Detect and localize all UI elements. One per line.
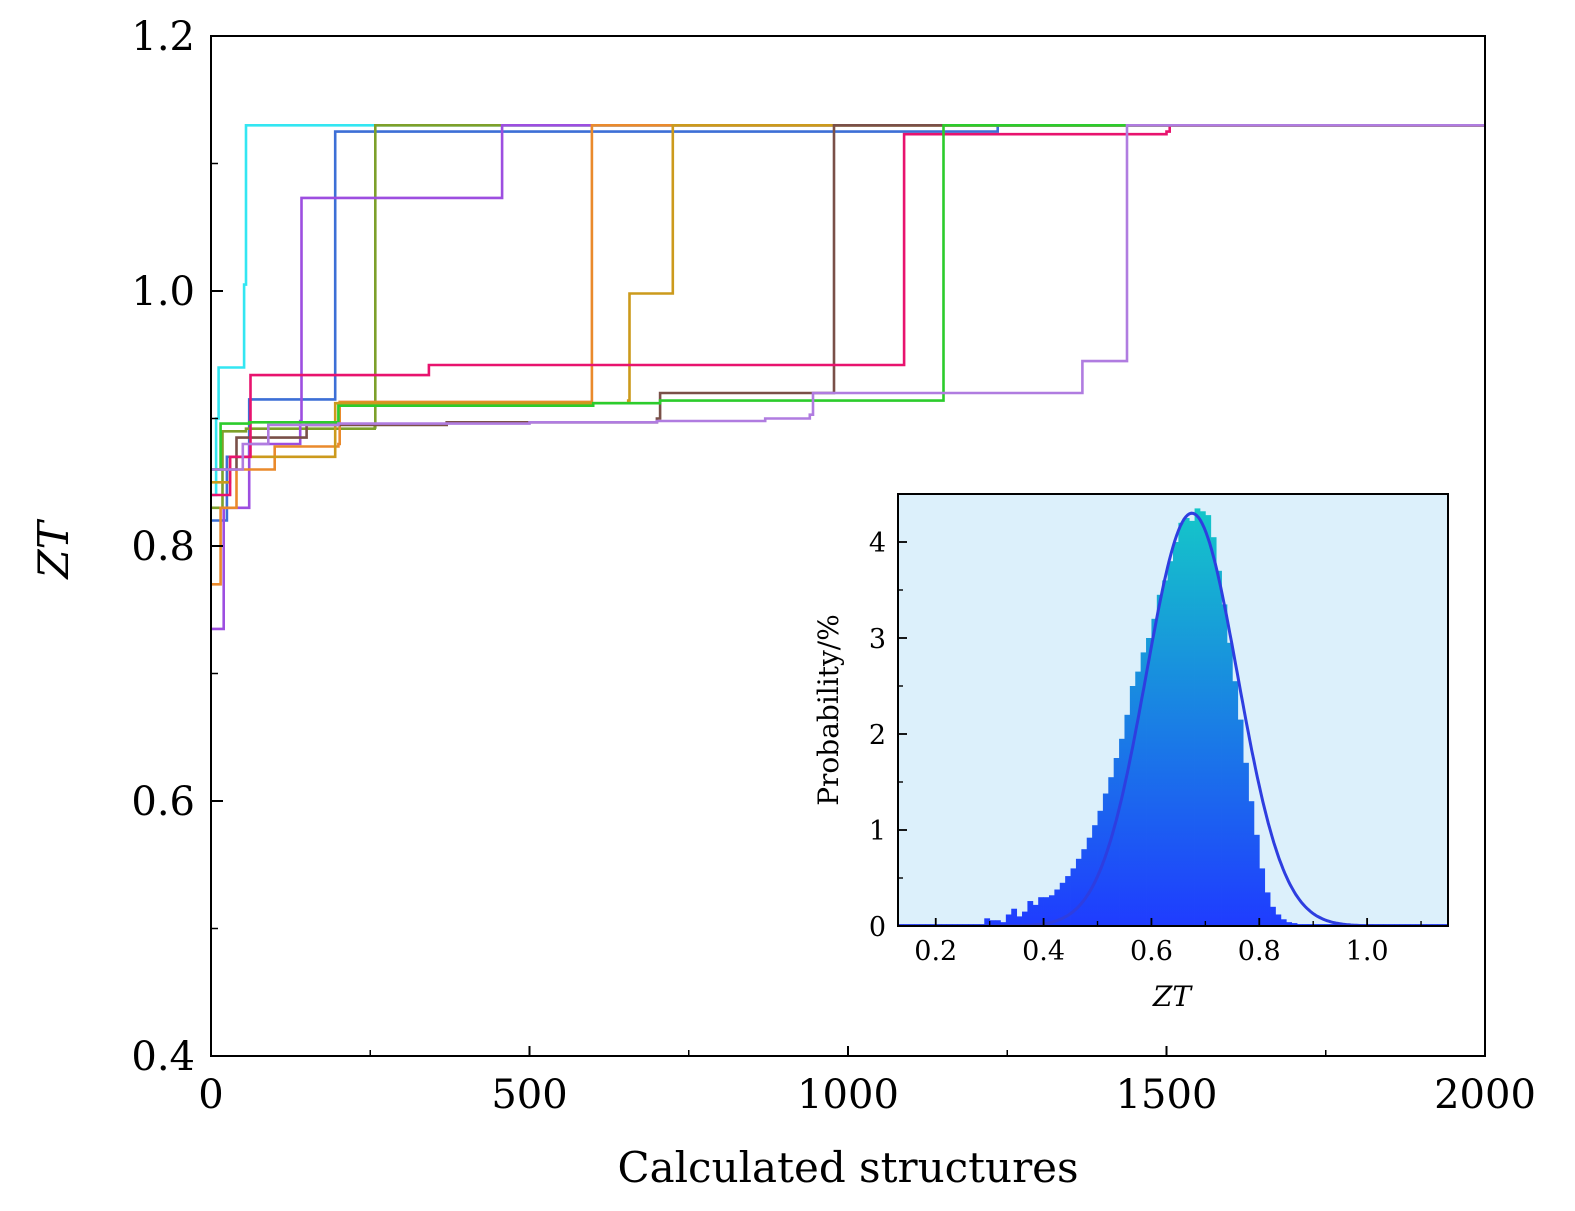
- x-tick-label: 0: [198, 1072, 223, 1118]
- histogram-bar: [1248, 801, 1255, 926]
- series-line-10: [211, 124, 1485, 471]
- series-line-6: [211, 124, 1485, 484]
- inset-y-tick-label: 1: [869, 816, 886, 847]
- histogram-bar: [1151, 618, 1158, 926]
- histogram-bar: [1167, 561, 1174, 926]
- histogram-bar: [1070, 868, 1077, 926]
- x-tick-label: 500: [491, 1072, 567, 1118]
- histogram-bar: [1178, 522, 1185, 926]
- inset-y-tick-label: 0: [869, 912, 886, 943]
- histogram-bar: [1124, 714, 1131, 926]
- inset-x-tick-label: 1.0: [1346, 936, 1389, 967]
- histogram-bar: [1065, 876, 1071, 926]
- histogram-bar: [1275, 914, 1282, 926]
- histogram-bar: [1291, 923, 1298, 926]
- histogram-bar: [1221, 604, 1228, 926]
- histogram-bar: [1264, 892, 1271, 926]
- series-line-3: [211, 124, 1485, 510]
- histogram-bar: [1183, 518, 1190, 926]
- histogram-bar: [1032, 904, 1039, 926]
- histogram-bar: [1205, 515, 1212, 926]
- histogram-bar: [1237, 719, 1244, 926]
- histogram-bar: [995, 920, 1001, 926]
- histogram-bar: [1280, 919, 1287, 926]
- histogram-bar: [1059, 882, 1066, 926]
- y-tick-label: 0.4: [131, 1034, 195, 1080]
- histogram-bar: [1226, 642, 1233, 926]
- histogram-bar: [989, 920, 996, 926]
- main-series-group: [211, 124, 1485, 631]
- histogram-bar: [1146, 638, 1152, 926]
- series-line-5: [211, 124, 1485, 586]
- histogram-bar: [984, 918, 991, 926]
- inset-x-tick-label: 0.4: [1022, 936, 1065, 967]
- histogram-bar: [1027, 901, 1034, 926]
- y-tick-label: 1.0: [131, 269, 195, 315]
- histogram-bar: [1048, 895, 1055, 926]
- inset-x-tick-label: 0.8: [1238, 936, 1281, 967]
- histogram-bar: [1243, 762, 1249, 926]
- histogram-bar: [1000, 922, 1007, 926]
- inset-bars-group: [898, 508, 1448, 926]
- series-line-8: [211, 124, 1485, 497]
- histogram-bar: [1081, 849, 1088, 926]
- histogram-bar: [1162, 580, 1169, 926]
- histogram-bar: [1119, 738, 1125, 926]
- y-tick-label: 0.6: [131, 779, 195, 825]
- histogram-bar: [1135, 671, 1142, 926]
- x-tick-label: 2000: [1434, 1072, 1536, 1118]
- inset-x-tick-label: 0.6: [1130, 936, 1173, 967]
- histogram-bar: [1022, 911, 1028, 926]
- histogram-bar: [1016, 916, 1023, 926]
- y-tick-label: 0.8: [131, 524, 195, 570]
- histogram-bar: [1038, 897, 1044, 926]
- main-ticks: 0 500 1000 1500 2000 0.4 0.6 0.8 1.0 1.2: [131, 14, 1536, 1118]
- main-y-axis-title: ZT: [29, 518, 78, 580]
- histogram-bar: [1102, 793, 1109, 926]
- inset-y-tick-label: 3: [869, 624, 886, 655]
- histogram-bar: [1156, 594, 1163, 926]
- inset-ticks: 0.2 0.4 0.6 0.8 1.0 0 1 2 3 4: [869, 528, 1422, 967]
- main-x-axis-title: Calculated structures: [617, 1143, 1078, 1192]
- inset-x-axis-title: ZT: [1152, 980, 1193, 1013]
- histogram-bar: [1270, 906, 1276, 926]
- histogram-bar: [1092, 825, 1098, 926]
- histogram-bar: [1210, 537, 1217, 926]
- series-line-9: [211, 124, 1485, 471]
- histogram-bar: [1011, 908, 1018, 926]
- histogram-bar: [1108, 777, 1115, 926]
- inset-plot: 0.2 0.4 0.6 0.8 1.0 0 1 2 3 4 ZT Probability/%: [812, 493, 1449, 1013]
- inset-y-tick-label: 4: [869, 528, 886, 559]
- histogram-bar: [1086, 837, 1093, 926]
- inset-x-tick-label: 0.2: [914, 936, 957, 967]
- histogram-bar: [1005, 914, 1012, 926]
- x-tick-label: 1500: [1116, 1072, 1218, 1118]
- histogram-bar: [1199, 511, 1206, 926]
- histogram-bar: [1113, 758, 1120, 926]
- histogram-bar: [1259, 868, 1266, 926]
- series-line-2: [211, 124, 1485, 522]
- histogram-bar: [1140, 652, 1147, 926]
- histogram-bar: [1232, 681, 1239, 926]
- inset-y-axis-title: Probability/%: [812, 614, 845, 806]
- histogram-bar: [1194, 508, 1201, 926]
- histogram-bar: [1054, 889, 1061, 926]
- histogram-bar: [1129, 686, 1136, 926]
- main-plot: 0 500 1000 1500 2000 0.4 0.6 0.8 1.0 1.2 Calculat…: [29, 14, 1536, 1192]
- series-line-7: [211, 124, 1485, 471]
- inset-plot-frame: [897, 493, 1449, 927]
- histogram-bar: [1173, 542, 1179, 926]
- inset-y-tick-label: 2: [869, 720, 886, 751]
- series-line-1: [211, 124, 1485, 497]
- histogram-bar: [1189, 520, 1195, 926]
- y-tick-label: 1.2: [131, 14, 195, 60]
- histogram-bar: [1286, 922, 1293, 926]
- histogram-bar: [1075, 858, 1082, 926]
- histogram-bar: [1216, 570, 1222, 926]
- histogram-bar: [1043, 897, 1050, 926]
- histogram-bar: [1253, 834, 1260, 926]
- x-tick-label: 1000: [797, 1072, 899, 1118]
